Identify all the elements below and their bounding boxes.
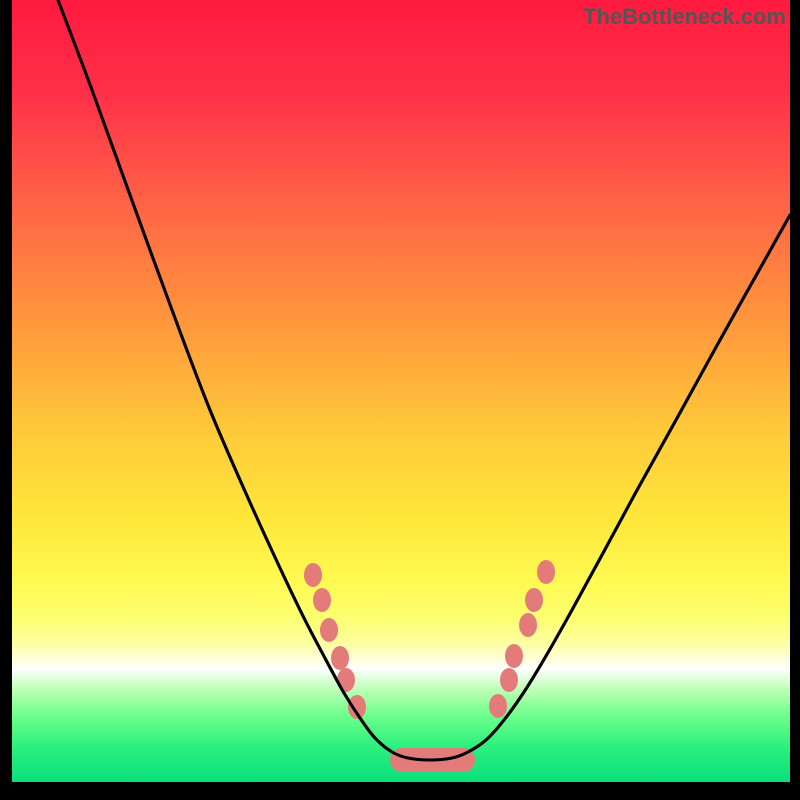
gradient-background <box>12 0 790 782</box>
watermark-text: TheBottleneck.com <box>583 4 786 30</box>
bottleneck-chart: TheBottleneck.com <box>0 0 800 800</box>
